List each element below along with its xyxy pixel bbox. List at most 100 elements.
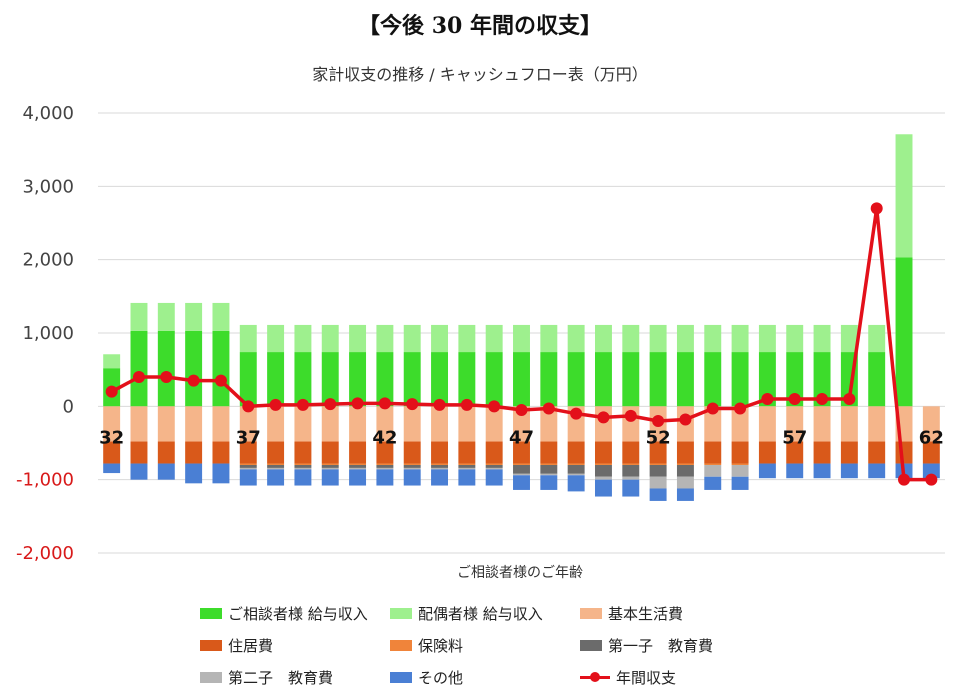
bar-segment-spouse_income	[349, 324, 367, 353]
y-tick-label: 2,000	[22, 250, 74, 271]
bar-segment-spouse_income	[786, 324, 804, 353]
bar-segment-other	[485, 469, 503, 486]
bar-segment-main_income	[731, 352, 749, 407]
bar-segment-spouse_income	[567, 324, 585, 353]
bar-segment-housing	[786, 441, 804, 464]
legend-item-other: その他	[390, 667, 463, 687]
bar-segment-child1	[567, 465, 585, 474]
legend-item-spouse-income: 配偶者様 給与収入	[390, 603, 543, 623]
bar-segment-child2	[649, 476, 667, 489]
bar-segment-main_income	[676, 352, 694, 407]
bar-segment-spouse_income	[458, 324, 476, 353]
balance-point	[925, 473, 938, 486]
bar-segment-other	[431, 469, 449, 486]
bar-segment-main_income	[758, 352, 776, 407]
bar-segment-insurance	[403, 463, 421, 465]
bar-segment-main_income	[267, 352, 285, 407]
bar-segment-housing	[212, 441, 230, 464]
balance-point	[542, 402, 555, 415]
bar-segment-housing	[649, 441, 667, 464]
bar-segment-child1	[485, 465, 503, 468]
bar-segment-spouse_income	[758, 324, 776, 353]
balance-point	[351, 397, 364, 410]
bar-segment-living	[349, 406, 367, 442]
bar-segment-other	[786, 463, 804, 479]
y-tick-label: 1,000	[22, 323, 74, 344]
legend-item-child1: 第一子 教育費	[580, 635, 713, 655]
bar-segment-child2	[403, 467, 421, 470]
balance-point	[296, 398, 309, 411]
bar-segment-insurance	[294, 463, 312, 465]
y-tick-label: -1,000	[16, 470, 74, 491]
bar-segment-child1	[513, 465, 530, 474]
legend-swatch	[580, 639, 602, 651]
x-tick-label: 62	[919, 427, 944, 448]
balance-point	[160, 371, 173, 383]
bar-segment-living	[212, 406, 230, 442]
bar-segment-child1	[376, 465, 394, 468]
bar-segment-housing	[731, 441, 749, 464]
bar-segment-other	[594, 479, 612, 497]
balance-point	[269, 398, 282, 411]
bar-segment-housing	[922, 441, 940, 464]
x-tick-label: 32	[99, 427, 124, 448]
bar-segment-main_income	[540, 352, 558, 407]
y-tick-label: 0	[63, 396, 74, 417]
bar-segment-spouse_income	[321, 324, 339, 353]
bar-segment-living	[130, 406, 148, 442]
bar-segment-housing	[485, 441, 503, 464]
legend-item-main-income: ご相談者様 給与収入	[200, 603, 368, 623]
balance-point	[433, 398, 446, 411]
bar-segment-spouse_income	[594, 324, 612, 353]
bar-segment-other	[540, 475, 558, 490]
bar-segment-other	[458, 469, 476, 486]
legend-label: 保険料	[418, 636, 464, 655]
bar-segment-spouse_income	[185, 302, 203, 331]
bar-segment-housing	[267, 441, 285, 464]
bar-segment-main_income	[185, 330, 203, 407]
x-axis-labels: 32 37 42 47 52 57 62	[99, 427, 944, 448]
legend-label: 年間収支	[616, 668, 677, 687]
bar-segment-insurance	[431, 463, 449, 465]
bar-segment-housing	[239, 441, 257, 464]
bar-segment-housing	[157, 441, 175, 464]
bar-segment-insurance	[676, 463, 694, 465]
bar-segment-living	[157, 406, 175, 442]
bar-segment-main_income	[458, 352, 476, 407]
y-tick-label: 3,000	[22, 176, 74, 197]
bar-segment-insurance	[731, 463, 749, 465]
chart-title: 家計収支の推移 / キャッシュフロー表（万円）	[312, 65, 648, 84]
balance-point	[187, 374, 200, 387]
bar-segment-other	[321, 469, 339, 486]
bar-segment-child2	[594, 476, 612, 480]
bar-segment-other	[513, 475, 530, 490]
legend-swatch	[580, 607, 602, 619]
bar-segment-housing	[676, 441, 694, 464]
bar-segment-spouse_income	[649, 324, 667, 353]
balance-point	[597, 411, 610, 424]
bar-segment-living	[731, 406, 749, 442]
bar-segment-other	[212, 463, 230, 484]
legend-item-insurance: 保険料	[390, 635, 463, 655]
balance-point	[105, 385, 118, 398]
bar-segment-other	[376, 469, 394, 486]
bar-segment-other	[704, 476, 722, 490]
bar-segment-child2	[513, 473, 530, 476]
balance-point	[515, 404, 528, 416]
bar-segment-child1	[649, 465, 667, 477]
balance-point	[761, 393, 774, 405]
bar-segment-child1	[321, 465, 339, 468]
bar-segment-spouse_income	[431, 324, 449, 353]
bar-segment-child2	[485, 467, 503, 470]
balance-point	[734, 402, 747, 415]
legend-label: 基本生活費	[608, 604, 684, 623]
bar-segment-other	[840, 463, 858, 479]
bar-segment-housing	[594, 441, 612, 464]
bar-segment-spouse_income	[868, 324, 886, 353]
bar-segment-insurance	[540, 463, 558, 465]
chart-legend: ご相談者様 給与収入 配偶者様 給与収入 基本生活費 住居費 保険料 第一子 教…	[200, 603, 760, 693]
bar-segment-insurance	[458, 463, 476, 465]
balance-point	[843, 393, 856, 405]
bar-segment-spouse_income	[130, 302, 148, 331]
bar-segment-living	[513, 406, 530, 442]
